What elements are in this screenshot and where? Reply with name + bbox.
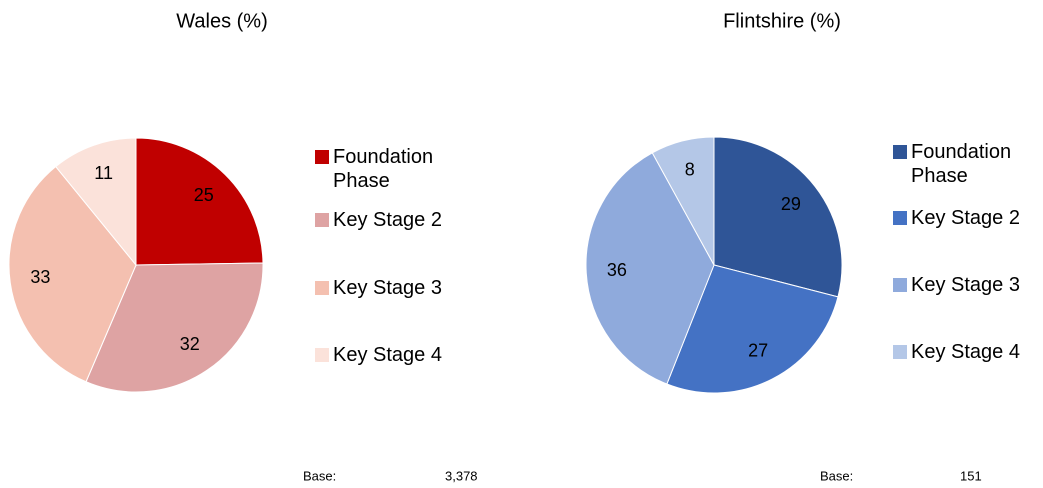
data-label: 29 xyxy=(781,194,801,214)
legend-swatch xyxy=(893,211,907,225)
chart-title: Wales (%) xyxy=(176,10,267,32)
legend-label: Key Stage 3 xyxy=(911,274,1020,296)
data-label: 25 xyxy=(194,185,214,205)
pie-slice xyxy=(585,152,715,385)
base-value: 3,378 xyxy=(445,468,478,483)
legend-item: Key Stage 4 xyxy=(893,340,1043,364)
base-label: Base: xyxy=(303,468,336,483)
pie-slice xyxy=(85,262,264,393)
legend-swatch xyxy=(315,281,329,295)
pie-slice xyxy=(666,264,839,394)
legend-swatch xyxy=(893,145,907,159)
legend-item: Key Stage 2 xyxy=(315,208,485,232)
legend-label: Key Stage 4 xyxy=(333,344,442,366)
legend-swatch xyxy=(315,213,329,227)
legend-swatch xyxy=(315,150,329,164)
legend-item: Key Stage 4 xyxy=(315,343,485,367)
pie-slice xyxy=(8,165,137,383)
data-label: 8 xyxy=(685,160,695,180)
legend-item: Key Stage 3 xyxy=(893,273,1043,297)
legend-swatch xyxy=(893,278,907,292)
chart-title: Flintshire (%) xyxy=(723,10,841,32)
base-label: Base: xyxy=(820,468,853,483)
pie-slice xyxy=(135,137,264,266)
base-value: 151 xyxy=(960,468,982,483)
legend-swatch xyxy=(893,345,907,359)
data-label: 11 xyxy=(94,163,113,183)
legend-item: Key Stage 3 xyxy=(315,276,485,300)
legend-label: Key Stage 2 xyxy=(911,207,1020,229)
data-label: 36 xyxy=(607,260,627,280)
legend-label: Key Stage 4 xyxy=(911,341,1020,363)
legend-label: Key Stage 2 xyxy=(333,209,442,231)
legend-item: Foundation Phase xyxy=(893,140,1043,188)
pie-slice xyxy=(651,136,715,266)
pie-slice xyxy=(713,136,843,298)
data-label: 27 xyxy=(748,340,768,360)
legend-label: Foundation Phase xyxy=(333,146,434,192)
legend-label: Key Stage 3 xyxy=(333,277,442,299)
legend-item: Foundation Phase xyxy=(315,145,485,193)
legend-label: Foundation Phase xyxy=(911,141,1012,187)
data-label: 33 xyxy=(30,267,50,287)
data-label: 32 xyxy=(180,334,200,354)
pie-slice xyxy=(55,137,137,267)
legend-swatch xyxy=(315,348,329,362)
legend-item: Key Stage 2 xyxy=(893,206,1043,230)
